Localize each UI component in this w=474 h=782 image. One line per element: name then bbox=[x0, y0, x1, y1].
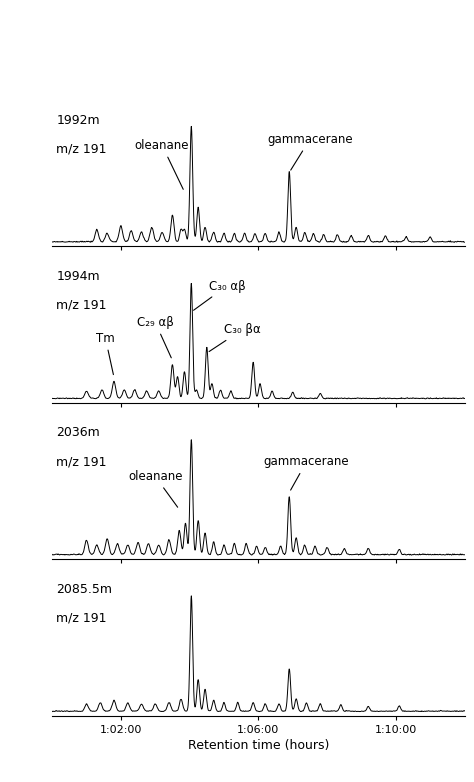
Text: 2085.5m: 2085.5m bbox=[56, 583, 112, 596]
Text: 1992m: 1992m bbox=[56, 113, 100, 127]
Text: C₃₀ αβ: C₃₀ αβ bbox=[193, 279, 245, 310]
Text: oleanane: oleanane bbox=[128, 470, 182, 508]
Text: m/z 191: m/z 191 bbox=[56, 299, 107, 312]
X-axis label: Retention time (hours): Retention time (hours) bbox=[188, 739, 329, 752]
Text: gammacerane: gammacerane bbox=[267, 133, 353, 170]
Text: C₂₉ αβ: C₂₉ αβ bbox=[137, 316, 173, 358]
Text: gammacerane: gammacerane bbox=[264, 455, 349, 490]
Text: m/z 191: m/z 191 bbox=[56, 142, 107, 156]
Text: m/z 191: m/z 191 bbox=[56, 455, 107, 468]
Text: C₃₀ βα: C₃₀ βα bbox=[209, 323, 261, 352]
Text: 2036m: 2036m bbox=[56, 426, 100, 439]
Text: m/z 191: m/z 191 bbox=[56, 612, 107, 625]
Text: 1994m: 1994m bbox=[56, 270, 100, 283]
Text: Tm: Tm bbox=[96, 332, 115, 375]
Text: oleanane: oleanane bbox=[135, 139, 189, 189]
